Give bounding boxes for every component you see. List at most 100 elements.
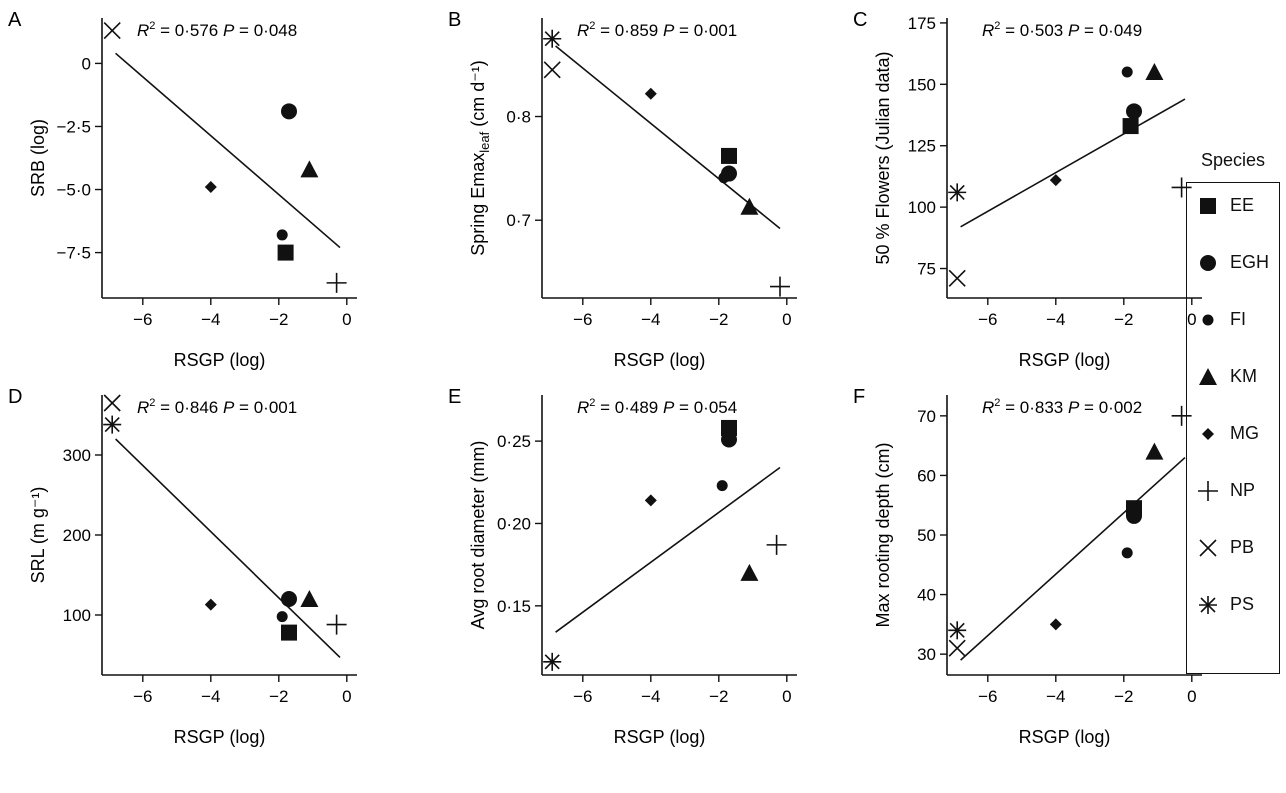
data-point-fi [1121, 66, 1133, 78]
data-point-mg [204, 181, 217, 194]
panel-letter: F [853, 386, 865, 408]
y-tick-label: 50 [917, 526, 936, 545]
x-tick-label: −2 [1114, 310, 1133, 329]
x-tick-label: 0 [782, 310, 791, 329]
x-tick-label: −6 [133, 687, 152, 706]
x-tick-label: −6 [573, 687, 592, 706]
y-tick-label: −7·5 [57, 244, 92, 263]
stats-annotation: R2 = 0·503 P = 0·049 [982, 20, 1142, 40]
data-point-ee [721, 147, 737, 164]
y-tick-label: 40 [917, 586, 936, 605]
y-axis-label: SRB (log) [28, 119, 48, 197]
data-point-fi [276, 611, 288, 623]
stats-annotation: R2 = 0·576 P = 0·048 [137, 20, 297, 40]
y-axis-label: 50 % Flowers (Julian data) [873, 51, 893, 264]
y-tick-label: 30 [917, 645, 936, 664]
data-point-np [770, 276, 790, 297]
legend-item-egh: EGH [1190, 249, 1278, 277]
y-tick-label: −5·0 [57, 181, 92, 200]
legend-label: EE [1230, 195, 1255, 215]
data-point-egh [281, 591, 297, 607]
data-point-mg [644, 87, 657, 100]
legend-box [1186, 182, 1280, 674]
panel-letter: A [8, 9, 22, 31]
regression-line [960, 456, 1186, 661]
x-axis-label: RSGP (log) [174, 727, 266, 747]
x-axis-label: RSGP (log) [614, 727, 706, 747]
data-point-np [326, 272, 347, 293]
panel-e: E −6 −4 −2 0 0·25 0·20 0·15 RSGP (log) Avg root d… [448, 386, 797, 747]
data-point-km [740, 197, 759, 215]
x-tick-label: 0 [342, 310, 351, 329]
data-point-ps [103, 415, 122, 434]
data-point-fi [718, 172, 730, 184]
x-tick-label: 0 [1187, 310, 1196, 329]
asterisk-marker-icon [1199, 596, 1217, 614]
x-axis-label: RSGP (log) [614, 350, 706, 370]
small-circle-marker-icon [1202, 314, 1214, 326]
x-tick-label: 0 [1187, 687, 1196, 706]
legend-label: PB [1230, 537, 1255, 557]
diamond-marker-icon [1202, 428, 1214, 440]
legend-label: KM [1230, 366, 1257, 386]
x-tick-label: −2 [269, 687, 288, 706]
data-point-egh [721, 431, 737, 448]
y-axis-label: SRL (m g⁻¹) [28, 487, 48, 584]
x-tick-label: −2 [269, 310, 288, 329]
data-point-egh [281, 103, 297, 120]
cross-marker-icon [1199, 539, 1217, 557]
y-tick-label: 175 [908, 14, 936, 33]
legend-item-km: KM [1190, 363, 1278, 391]
legend-item-ee: EE [1190, 192, 1278, 220]
x-tick-label: 0 [342, 687, 351, 706]
regression-line [555, 45, 781, 230]
x-tick-label: −4 [641, 687, 660, 706]
data-point-np [326, 614, 347, 635]
legend-item-mg: MG [1190, 420, 1278, 448]
x-axis-label: RSGP (log) [1019, 727, 1111, 747]
panel-letter: E [448, 386, 461, 408]
panel-b: B −6 −4 −2 0 0·8 0·7 RSGP (log) Spring Emaxleaf … [448, 9, 797, 370]
y-tick-label: 60 [917, 466, 936, 485]
circle-marker-icon [1200, 255, 1216, 271]
data-point-mg [1049, 174, 1062, 187]
panel-letter: B [448, 9, 461, 31]
x-tick-label: −6 [978, 687, 997, 706]
legend-item-pb: PB [1190, 534, 1278, 562]
plus-marker-icon [1198, 481, 1218, 501]
legend-label: PS [1230, 594, 1255, 614]
legend-label: FI [1230, 309, 1246, 329]
x-tick-label: 0 [782, 687, 791, 706]
panel-letter: C [853, 9, 867, 31]
y-tick-label: 100 [908, 198, 936, 217]
triangle-marker-icon [1199, 368, 1217, 385]
y-axis-label: Spring Emaxleaf (cm d⁻¹) [468, 60, 492, 256]
data-point-ee [721, 419, 737, 436]
y-tick-label: −2·5 [57, 117, 92, 136]
data-point-fi [716, 480, 728, 492]
data-point-ee [1122, 118, 1139, 135]
x-tick-label: −4 [1046, 687, 1065, 706]
stats-annotation: R2 = 0·846 P = 0·001 [137, 397, 297, 417]
regression-line [115, 52, 341, 249]
legend-item-fi: FI [1190, 306, 1278, 334]
y-tick-label: 0 [82, 54, 91, 73]
data-point-km [740, 563, 759, 581]
y-tick-label: 0·20 [497, 514, 531, 533]
legend-label: NP [1230, 480, 1256, 500]
x-axis-label: RSGP (log) [174, 350, 266, 370]
x-tick-label: −6 [133, 310, 152, 329]
data-point-np [1171, 405, 1192, 426]
y-tick-label: 200 [63, 526, 91, 545]
data-point-mg [1049, 618, 1062, 631]
y-tick-label: 300 [63, 446, 91, 465]
x-tick-label: −6 [978, 310, 997, 329]
x-axis-label: RSGP (log) [1019, 350, 1111, 370]
regression-line [555, 466, 781, 633]
data-point-mg [644, 494, 657, 507]
y-tick-label: 100 [63, 606, 91, 625]
data-point-egh [1126, 507, 1142, 524]
data-point-pb [103, 22, 121, 40]
data-point-pb [948, 639, 966, 657]
